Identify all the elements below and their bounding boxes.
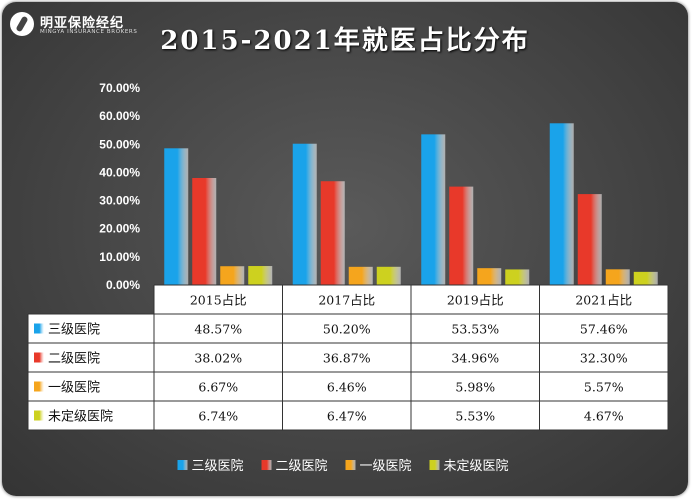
bar: [549, 123, 574, 286]
legend-swatch: [429, 460, 440, 470]
bar: [348, 266, 373, 285]
legend-label: 一级医院: [360, 459, 412, 474]
table-header-label: 2015占比: [190, 293, 247, 308]
bar: [248, 266, 273, 285]
y-tick-label: 70.00%: [99, 81, 140, 95]
table-row-label: 二级医院: [48, 352, 100, 367]
bar: [577, 194, 602, 285]
brand-logo-icon: [10, 12, 34, 36]
table-cell: 38.02%: [194, 351, 242, 366]
bar: [505, 269, 530, 285]
y-tick-label: 60.00%: [99, 109, 140, 123]
bar: [192, 178, 217, 285]
legend-swatch: [177, 460, 188, 470]
y-tick-label: 30.00%: [99, 194, 140, 208]
bar: [220, 266, 245, 285]
table-cell: 48.57%: [194, 322, 242, 337]
table-row-swatch: [34, 352, 44, 363]
y-tick-label: 50.00%: [99, 137, 140, 151]
legend-swatch: [261, 460, 272, 470]
table-row-label: 未定级医院: [48, 410, 113, 425]
y-tick-label: 40.00%: [99, 165, 140, 179]
table-row-swatch: [34, 410, 44, 421]
y-tick-label: 10.00%: [99, 250, 140, 264]
brand-name-en: MINGYA INSURANCE BROKERS: [40, 29, 138, 35]
table-cell: 4.67%: [584, 409, 624, 424]
bar: [421, 134, 446, 285]
y-tick-label: 0.00%: [106, 278, 140, 292]
table-cell: 50.20%: [323, 322, 371, 337]
bar: [320, 181, 345, 285]
legend-label: 三级医院: [192, 459, 244, 474]
table-cell: 5.98%: [455, 380, 495, 395]
table-cell: 6.47%: [327, 409, 367, 424]
table-cell: 5.53%: [455, 409, 495, 424]
table-header-label: 2019占比: [447, 293, 504, 308]
table-row-swatch: [34, 323, 44, 334]
table-row-label: 三级医院: [48, 323, 100, 338]
table-cell: 32.30%: [580, 351, 628, 366]
table-row-label: 一级医院: [48, 381, 100, 396]
table-cell: 6.67%: [198, 380, 238, 395]
table-cell: 53.53%: [451, 322, 499, 337]
legend-label: 未定级医院: [444, 459, 509, 474]
legend-swatch: [345, 460, 356, 470]
bar: [376, 266, 401, 285]
table-cell: 36.87%: [323, 351, 371, 366]
bar: [477, 268, 502, 285]
table-cell: 6.46%: [327, 380, 367, 395]
table-row-swatch: [34, 381, 44, 392]
legend-label: 二级医院: [276, 459, 328, 474]
table-cell: 6.74%: [198, 409, 238, 424]
bar: [292, 143, 317, 285]
table-header-label: 2021占比: [575, 293, 632, 308]
bar: [449, 186, 474, 285]
table-cell: 34.96%: [451, 351, 499, 366]
brand-name-cn: 明亚保险经纪: [40, 16, 125, 31]
bar: [633, 271, 658, 285]
table-header-label: 2017占比: [318, 293, 375, 308]
table-cell: 57.46%: [580, 322, 628, 337]
y-tick-label: 20.00%: [99, 222, 140, 236]
bar: [164, 148, 189, 285]
bar: [605, 269, 630, 285]
chart-title: 2015-2021年就医占比分布: [160, 26, 530, 56]
table-cell: 5.57%: [584, 380, 624, 395]
